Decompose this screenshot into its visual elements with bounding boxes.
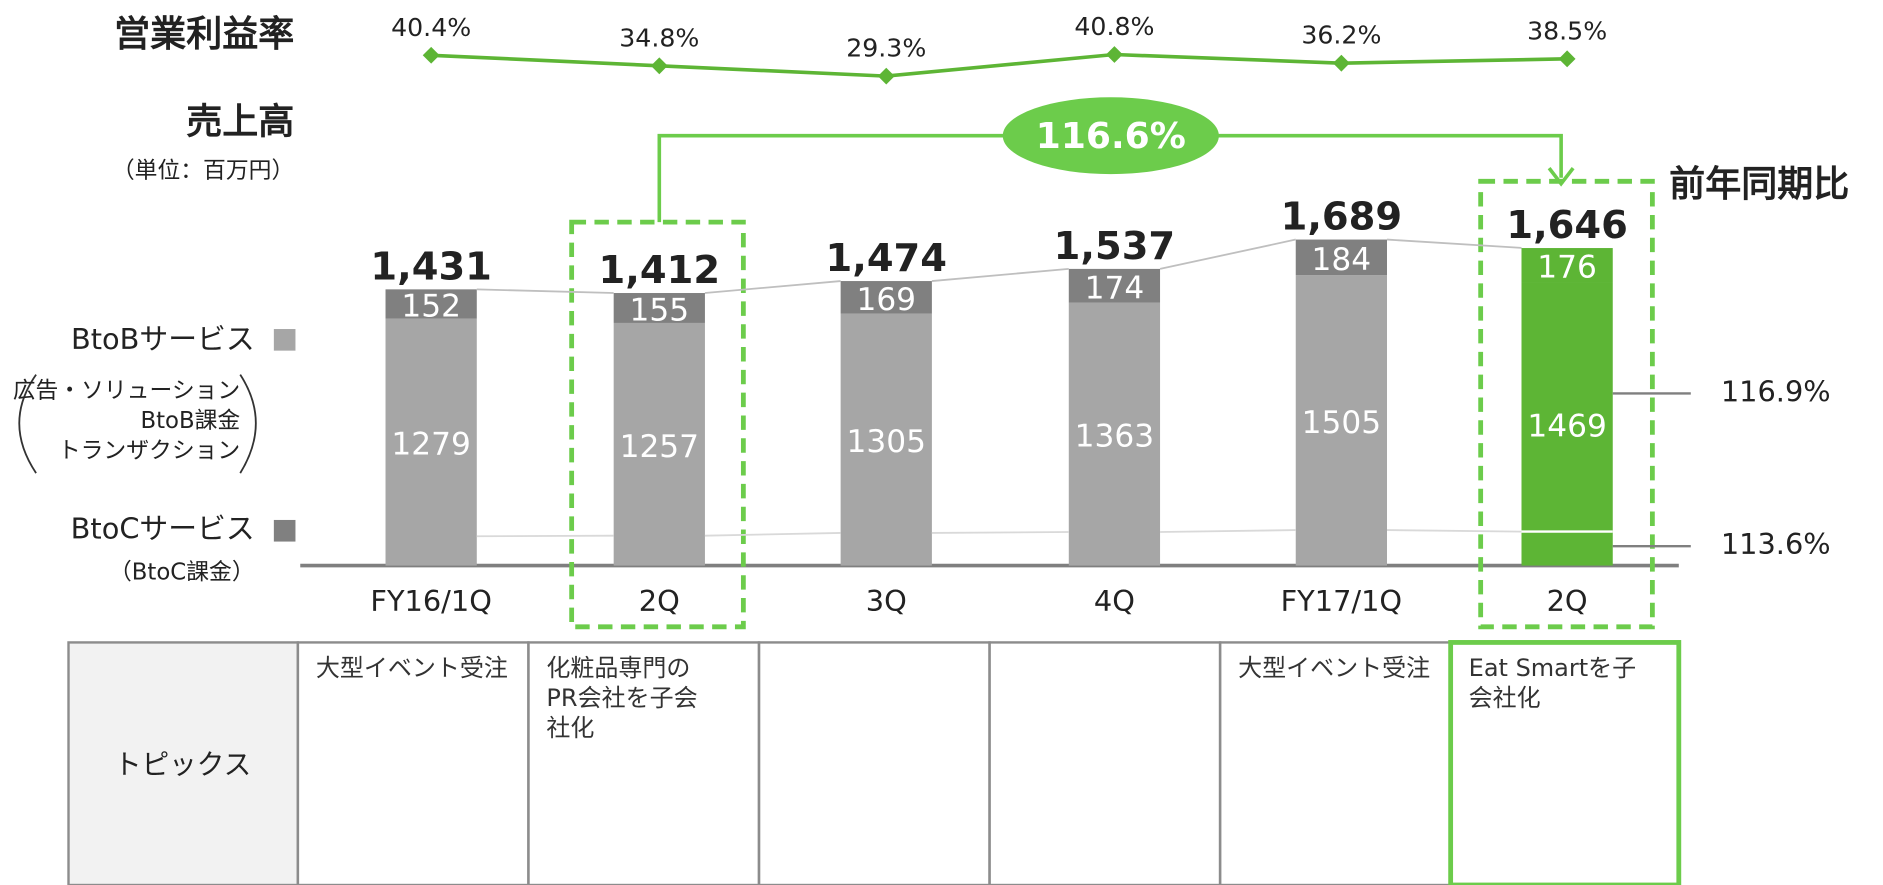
legend-swatch — [273, 329, 296, 351]
arrow-head — [1547, 167, 1575, 187]
growth-caption: 前年同期比 — [1669, 164, 1849, 205]
margin-point — [1558, 50, 1576, 68]
btoc-connector — [476, 529, 1522, 538]
bar-segment — [1521, 282, 1613, 566]
growth-badge — [1002, 97, 1219, 175]
table-cell-text: Eat Smartを子 — [1469, 654, 1637, 682]
table-cell — [757, 641, 991, 885]
table-cell — [988, 641, 1222, 885]
segment-label: 1279 — [391, 427, 470, 463]
legend-swatch — [273, 519, 296, 542]
segment-label: 184 — [1312, 242, 1372, 278]
x-tick-label: 2Q — [1547, 584, 1588, 618]
table-cell-text: 会社化 — [1469, 684, 1541, 712]
margin-point — [1332, 54, 1350, 72]
total-label: 1,431 — [370, 244, 491, 289]
total-label: 1,689 — [1281, 195, 1402, 240]
total-label: 1,412 — [599, 248, 720, 293]
x-tick-label: 2Q — [639, 584, 680, 618]
bar-segment — [613, 322, 705, 566]
total-label: 1,537 — [1054, 224, 1175, 269]
table-cell-text: 大型イベント受注 — [316, 654, 508, 682]
bar-segment — [613, 293, 705, 323]
yoy-label: 116.9% — [1721, 374, 1831, 408]
table-cell-text: PR会社を子会 — [546, 684, 697, 712]
margin-title: 営業利益率 — [114, 14, 294, 55]
legend-sublabel: トランザクション — [58, 438, 240, 464]
legend-label: BtoBサービス — [71, 322, 255, 356]
segment-label: 1305 — [847, 424, 926, 460]
bar-segment — [385, 318, 477, 566]
segment-label: 169 — [856, 282, 916, 318]
legend-sublabel: BtoB課金 — [140, 408, 240, 434]
x-tick-label: 3Q — [866, 584, 907, 618]
unit-label: （単位：百万円） — [112, 158, 294, 184]
margin-label: 34.8% — [619, 23, 699, 52]
segment-label: 152 — [401, 289, 461, 325]
total-label: 1,474 — [826, 236, 947, 281]
segment-label: 155 — [630, 293, 690, 329]
table-cell-text: 大型イベント受注 — [1238, 654, 1430, 682]
margin-label: 36.2% — [1301, 21, 1381, 50]
margin-point — [1106, 46, 1123, 63]
table-cell-text: 化粧品専門の — [546, 654, 690, 682]
bar-segment — [840, 281, 932, 314]
bar-segment — [1068, 302, 1161, 566]
bar-segment — [1295, 275, 1388, 566]
segment-label: 1257 — [620, 429, 699, 465]
legend-sublabel: 広告・ソリューション — [13, 378, 241, 404]
bar-segment — [385, 289, 477, 319]
table-header: トピックス — [114, 748, 251, 781]
total-label: 1,646 — [1506, 203, 1627, 248]
margin-point — [650, 57, 668, 75]
x-tick-label: FY16/1Q — [370, 584, 492, 618]
margin-label: 29.3% — [846, 34, 926, 63]
segment-label: 174 — [1085, 270, 1145, 306]
margin-point — [422, 46, 440, 64]
total-connector — [476, 238, 1522, 294]
table-cell — [1448, 640, 1682, 885]
table-cell-text: 社化 — [546, 714, 594, 742]
growth-label: 116.6% — [1036, 116, 1186, 157]
paren — [18, 374, 37, 474]
segment-label: 1469 — [1527, 408, 1606, 444]
x-tick-label: 4Q — [1094, 584, 1135, 618]
chart-title: 売上高 — [186, 102, 294, 143]
paren — [239, 374, 257, 474]
legend-label: BtoCサービス — [71, 512, 255, 546]
segment-label: 1505 — [1302, 405, 1381, 441]
segment-label: 176 — [1537, 250, 1597, 286]
bar-segment — [1295, 239, 1388, 276]
highlight-box — [1478, 178, 1655, 630]
margin-label: 40.4% — [391, 13, 471, 42]
segment-label: 1363 — [1075, 419, 1154, 455]
margin-label: 40.8% — [1074, 12, 1154, 41]
margin-label: 38.5% — [1527, 16, 1607, 45]
yoy-label: 113.6% — [1721, 527, 1831, 561]
legend-sublabel: （BtoC課金） — [109, 559, 255, 585]
margin-point — [877, 67, 895, 85]
bar-segment — [840, 313, 932, 566]
x-tick-label: FY17/1Q — [1281, 584, 1403, 618]
table-header-cell — [67, 641, 300, 885]
bar-segment — [1068, 268, 1161, 303]
bar-segment — [1521, 248, 1613, 283]
margin-line — [431, 52, 1568, 78]
highlight-box — [569, 219, 746, 630]
